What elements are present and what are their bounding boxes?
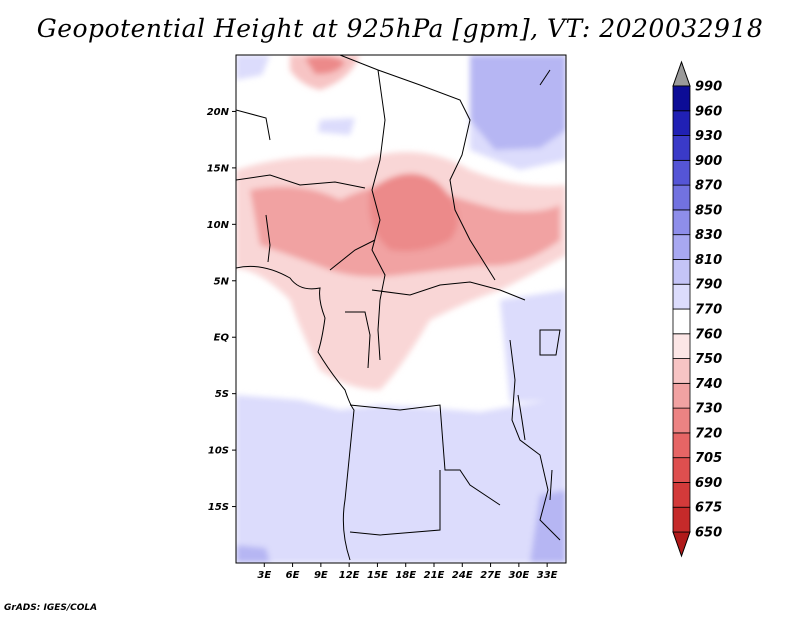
x-tick-label: 15E (367, 570, 388, 581)
x-tick-label: 3E (257, 570, 271, 581)
colorbar-label: 675 (695, 501, 722, 516)
x-tick-label: 12E (339, 570, 360, 581)
colorbar-label: 830 (695, 228, 722, 243)
y-tick-label: 5S (215, 389, 229, 400)
border-line-9 (349, 470, 441, 536)
colorbar-label: 990 (695, 80, 722, 95)
colorbar-label: 760 (695, 327, 722, 342)
field-region-770-790-nw (236, 55, 270, 80)
colorbar-segment (672, 135, 691, 161)
colorbar-label: 770 (695, 303, 722, 318)
axis-ticks: 3E 6E 9E 12E 15E 18E 21E 24E 27E 30E 33E 20N 15N 10N 5… (207, 107, 558, 581)
colorbar-label: 960 (695, 104, 722, 119)
border-line-8 (349, 404, 501, 506)
colorbar-label: 750 (695, 352, 722, 367)
colorbar-label: 810 (695, 253, 722, 268)
y-tick-label: 5N (214, 276, 230, 287)
colorbar-segment (672, 358, 691, 384)
y-tick-label: EQ (214, 333, 230, 344)
colorbar-segment (672, 506, 691, 533)
chart-title: Geopotential Height at 925hPa [gpm], VT:… (36, 14, 764, 43)
x-tick-label: 6E (286, 570, 300, 581)
x-tick-label: 27E (480, 570, 501, 581)
colorbar-label: 650 (695, 526, 722, 541)
field-region-770-790-east (500, 290, 566, 402)
coastlines-borders (236, 55, 561, 561)
colorbar-segment (672, 457, 691, 483)
colorbar-label: 930 (695, 129, 722, 144)
x-tick-label: 30E (508, 570, 529, 581)
atlantic-coastline (236, 265, 355, 561)
field-region-790-810-sw (236, 545, 270, 563)
colorbar-label: 740 (695, 377, 722, 392)
colorbar-segment (672, 184, 691, 211)
colorbar-segment (672, 259, 691, 285)
border-line-2 (339, 55, 496, 281)
lake-victoria (539, 329, 561, 356)
colorbar-segment (672, 209, 691, 236)
y-tick-label: 20N (207, 107, 230, 118)
colorbar-extend-low (672, 531, 691, 558)
colorbar-label: 720 (695, 426, 722, 441)
colorbar-label: 900 (695, 154, 722, 169)
border-line-3 (236, 174, 366, 189)
border-line-11 (236, 109, 271, 141)
border-line-10 (509, 339, 561, 541)
colorbar-segment (672, 85, 691, 112)
field-region-730-740-core (369, 173, 458, 252)
border-line-5 (329, 239, 376, 271)
x-tick-label: 18E (395, 570, 416, 581)
colorbar-label: 705 (695, 451, 722, 466)
colorbar-segment (672, 308, 691, 335)
colorbar-label: 790 (695, 278, 722, 293)
colorbar-label: 690 (695, 476, 722, 491)
colorbar-segment (672, 110, 691, 136)
border-line-4 (265, 214, 271, 263)
lake-malawi (549, 469, 553, 501)
colorbar-segment (672, 234, 691, 260)
x-tick-label: 24E (452, 570, 473, 581)
x-tick-label: 21E (424, 570, 445, 581)
field-region-770-790-patch (318, 118, 355, 135)
geopotential-field (236, 55, 566, 563)
colorbar-label: 850 (695, 203, 722, 218)
colorbar-segment (672, 283, 691, 310)
colorbar-segment (672, 159, 691, 186)
colorbar-extend-high (672, 60, 691, 87)
y-tick-label: 15S (208, 502, 229, 513)
border-line-1 (371, 69, 386, 361)
field-region-770-790-south (236, 395, 566, 563)
border-line-12 (539, 69, 551, 86)
colorbar: 650 675 690 705 720 730 740 750 760 770 790 810 830 8… (672, 60, 722, 558)
colorbar-segment (672, 382, 691, 409)
colorbar-segment (672, 482, 691, 508)
colorbar-segment (672, 407, 691, 434)
field-region-790-810-ne (470, 55, 566, 150)
colorbar-segment (672, 333, 691, 359)
border-line-6 (371, 281, 526, 301)
field-region-730-740-north (305, 55, 345, 75)
x-tick-label: 33E (537, 570, 558, 581)
lake-tanganyika (517, 394, 526, 441)
y-tick-label: 15N (207, 163, 230, 174)
colorbar-segment (672, 432, 691, 459)
border-line-7 (345, 311, 371, 369)
y-tick-label: 10N (207, 220, 230, 231)
footer-credit: GrADS: IGES/COLA (4, 603, 98, 613)
colorbar-label: 870 (695, 179, 722, 194)
colorbar-label: 730 (695, 402, 722, 417)
y-tick-label: 10S (208, 446, 229, 457)
field-region-790-810-se (530, 490, 566, 563)
x-tick-label: 9E (314, 570, 328, 581)
field-region-770-790-sw (266, 423, 348, 455)
map-frame (235, 54, 567, 564)
